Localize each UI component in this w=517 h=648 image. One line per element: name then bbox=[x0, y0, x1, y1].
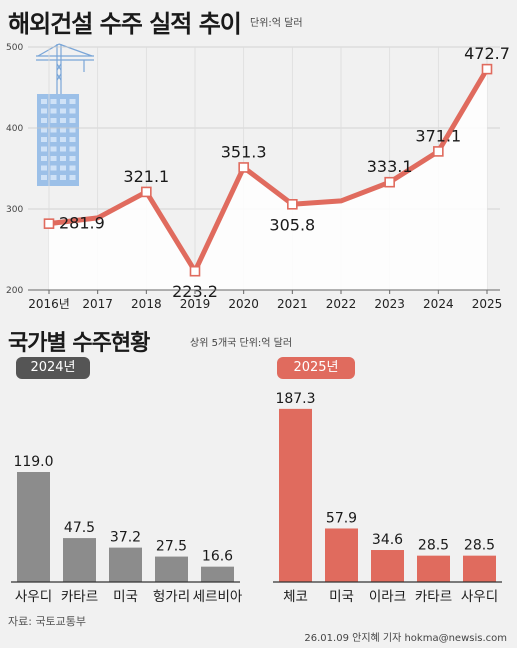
bar-value-label: 37.2 bbox=[110, 530, 141, 546]
data-point-marker bbox=[141, 186, 152, 198]
badge-2025: 2025년 bbox=[277, 357, 355, 379]
data-label: 305.8 bbox=[269, 215, 315, 234]
bar-category-label: 카타르 bbox=[415, 589, 452, 605]
badge-2024: 2024년 bbox=[16, 357, 90, 379]
bar-category-label: 미국 bbox=[113, 589, 138, 605]
x-tick-label: 2016년 bbox=[28, 297, 70, 310]
bar bbox=[417, 555, 450, 582]
unit-label: 단위:억 달러 bbox=[250, 18, 303, 29]
data-point-marker bbox=[481, 63, 493, 75]
data-label: 472.7 bbox=[464, 44, 510, 63]
data-label: 281.9 bbox=[59, 214, 105, 233]
bar-value-label: 57.9 bbox=[326, 510, 357, 526]
x-tick-label: 2021 bbox=[277, 297, 308, 310]
bar-category-label: 헝가리 bbox=[153, 589, 190, 605]
bar bbox=[17, 472, 50, 582]
bar-category-label: 세르비아 bbox=[193, 589, 243, 605]
bar-category-label: 체코 bbox=[283, 589, 308, 605]
bar-value-label: 47.5 bbox=[64, 520, 95, 536]
bar bbox=[201, 566, 234, 582]
x-tick-label: 2017 bbox=[82, 297, 113, 310]
data-point-marker bbox=[433, 146, 444, 157]
y-tick-label: 400 bbox=[6, 124, 23, 134]
section-unit: 상위 5개국 단위:억 달러 bbox=[190, 338, 293, 349]
bar-value-label: 28.5 bbox=[464, 538, 495, 554]
series-area bbox=[49, 69, 487, 290]
data-point-marker bbox=[287, 199, 298, 210]
data-point-marker bbox=[384, 176, 395, 188]
bar-value-label: 187.3 bbox=[275, 391, 315, 407]
section-title: 국가별 수주현황 bbox=[8, 331, 150, 356]
data-point-marker bbox=[189, 265, 201, 277]
bar-value-label: 16.6 bbox=[202, 549, 233, 565]
bar-category-label: 미국 bbox=[329, 589, 354, 605]
bar-category-label: 사우디 bbox=[15, 589, 52, 605]
x-tick-label: 2025 bbox=[472, 297, 503, 310]
building-illustration bbox=[36, 43, 94, 186]
bar-value-label: 28.5 bbox=[418, 538, 449, 554]
bar bbox=[371, 550, 404, 582]
y-tick-label: 500 bbox=[6, 43, 23, 53]
x-tick-label: 2022 bbox=[326, 297, 357, 310]
bar bbox=[63, 538, 96, 582]
y-tick-label: 300 bbox=[6, 205, 23, 215]
bar-category-label: 카타르 bbox=[61, 589, 98, 605]
data-point-marker bbox=[43, 218, 55, 229]
series-line bbox=[46, 66, 490, 274]
chart-title: 해외건설 수주 실적 추이 bbox=[8, 10, 242, 38]
bar-value-label: 27.5 bbox=[156, 539, 187, 555]
x-tick-label: 2018 bbox=[131, 297, 162, 310]
data-point-marker bbox=[238, 162, 249, 173]
data-label: 351.3 bbox=[221, 142, 267, 161]
bar-value-label: 119.0 bbox=[13, 454, 53, 470]
bar bbox=[279, 408, 312, 582]
credit-line: 26.01.09 안지혜 기자 hokma@newsis.com bbox=[304, 633, 507, 644]
bar-category-label: 사우디 bbox=[461, 589, 498, 605]
bar bbox=[109, 547, 142, 582]
y-tick-label: 200 bbox=[6, 286, 23, 296]
source-note: 자료: 국토교통부 bbox=[8, 615, 87, 628]
data-label: 321.1 bbox=[123, 167, 169, 186]
data-label: 371.1 bbox=[415, 126, 461, 145]
x-tick-label: 2019 bbox=[180, 297, 211, 310]
x-tick-label: 2024 bbox=[423, 297, 454, 310]
bar bbox=[463, 555, 496, 582]
x-tick-label: 2020 bbox=[228, 297, 259, 310]
bar-category-label: 이라크 bbox=[369, 589, 406, 605]
x-tick-label: 2023 bbox=[374, 297, 405, 310]
bar bbox=[155, 556, 188, 582]
bar-value-label: 34.6 bbox=[372, 532, 403, 548]
bar bbox=[325, 528, 358, 582]
data-label: 333.1 bbox=[367, 157, 413, 176]
